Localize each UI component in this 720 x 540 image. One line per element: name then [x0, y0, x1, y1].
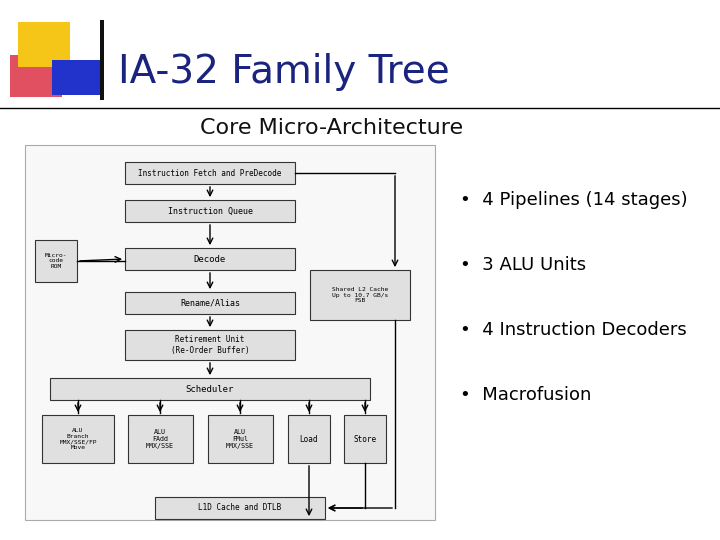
Text: Instruction Fetch and PreDecode: Instruction Fetch and PreDecode	[138, 168, 282, 178]
Text: •  4 Instruction Decoders: • 4 Instruction Decoders	[460, 321, 687, 339]
Text: ALU
Branch
MMX/SSE/FP
Move: ALU Branch MMX/SSE/FP Move	[59, 428, 96, 450]
Bar	[125, 162, 295, 184]
Bar	[100, 20, 104, 100]
Bar	[10, 55, 62, 97]
Text: Retirement Unit
(Re-Order Buffer): Retirement Unit (Re-Order Buffer)	[171, 335, 249, 355]
Bar	[42, 415, 114, 463]
Bar	[128, 415, 193, 463]
Bar	[155, 497, 325, 519]
Text: ALU
FAdd
MMX/SSE: ALU FAdd MMX/SSE	[146, 429, 174, 449]
Text: Decode: Decode	[194, 254, 226, 264]
Text: Rename/Alias: Rename/Alias	[180, 299, 240, 307]
Bar	[208, 415, 273, 463]
Text: ALU
FMul
MMX/SSE: ALU FMul MMX/SSE	[226, 429, 254, 449]
Text: Scheduler: Scheduler	[186, 384, 234, 394]
Bar	[35, 240, 77, 282]
Text: Shared L2 Cache
Up to 10.7 GB/s
FSB: Shared L2 Cache Up to 10.7 GB/s FSB	[332, 287, 388, 303]
Bar	[125, 200, 295, 222]
Text: Core Micro-Architecture: Core Micro-Architecture	[200, 118, 463, 138]
Text: IA-32 Family Tree: IA-32 Family Tree	[118, 53, 450, 91]
Bar	[50, 378, 370, 400]
Bar	[310, 270, 410, 320]
Text: •  Macrofusion: • Macrofusion	[460, 386, 591, 404]
Text: Micro-
code
ROM: Micro- code ROM	[45, 253, 67, 269]
Bar	[125, 248, 295, 270]
Bar	[18, 22, 70, 67]
Text: L1D Cache and DTLB: L1D Cache and DTLB	[199, 503, 282, 512]
Bar	[125, 330, 295, 360]
Text: Instruction Queue: Instruction Queue	[168, 206, 253, 215]
Text: Load: Load	[300, 435, 318, 443]
Bar	[25, 145, 435, 520]
Bar	[288, 415, 330, 463]
Bar	[344, 415, 386, 463]
Bar	[125, 292, 295, 314]
Bar	[52, 60, 104, 95]
Text: Store: Store	[354, 435, 377, 443]
Text: •  3 ALU Units: • 3 ALU Units	[460, 256, 586, 274]
Text: •  4 Pipelines (14 stages): • 4 Pipelines (14 stages)	[460, 191, 688, 209]
